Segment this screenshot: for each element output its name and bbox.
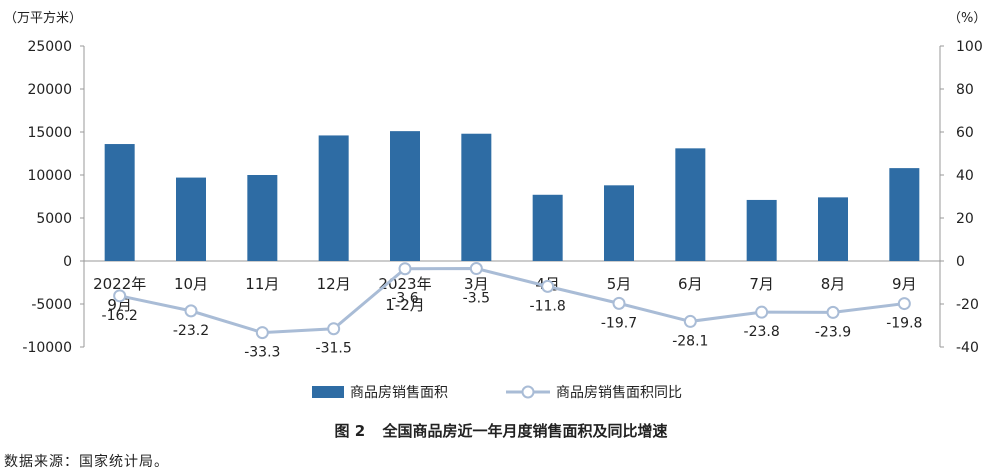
left-tick-label: -5000	[31, 297, 72, 313]
left-axis-unit-label: （万平方米）	[4, 10, 82, 26]
right-tick-label: 0	[956, 254, 965, 270]
category-label: 3月	[464, 275, 489, 293]
bar	[675, 148, 706, 261]
right-tick-label: 100	[956, 39, 983, 55]
line-point	[755, 305, 769, 319]
data-label: -11.8	[530, 298, 566, 314]
line-point	[683, 314, 697, 328]
line-point	[255, 326, 269, 340]
line-point	[612, 296, 626, 310]
figure-caption: 图 2 全国商品房近一年月度销售面积及同比增速	[0, 420, 1002, 441]
category-label: 2022年	[93, 275, 146, 293]
bar	[461, 133, 492, 261]
bar-series	[104, 131, 920, 261]
line-series: -16.2 -23.2 -33.3 -31.5 -3.6 -3.5 -11.8 -19.7 -2…	[102, 262, 922, 361]
bar	[889, 168, 920, 261]
category-label: 9月	[892, 275, 917, 293]
category-label: 8月	[821, 275, 846, 293]
left-tick-label: -10000	[22, 340, 72, 356]
left-tick-label: 5000	[36, 211, 72, 227]
bar	[604, 185, 634, 261]
data-label: -28.1	[672, 333, 708, 349]
line-point	[897, 297, 911, 311]
chart-svg: （万平方米） （%） 25000 100 20000 80 15000 60 10000 40…	[4, 10, 986, 401]
data-label: -19.8	[886, 316, 922, 332]
line-point	[826, 305, 840, 319]
data-label: -23.2	[173, 323, 209, 339]
data-label: -33.3	[244, 345, 280, 361]
bar	[104, 144, 135, 261]
left-tick-label: 20000	[27, 82, 72, 98]
right-tick-label: 40	[956, 168, 974, 184]
left-tick-label: 10000	[27, 168, 72, 184]
right-tick-label: 60	[956, 125, 974, 141]
left-tick-label: 15000	[27, 125, 72, 141]
bar	[390, 131, 420, 261]
category-label: 9月	[107, 296, 132, 314]
legend-bar-label: 商品房销售面积	[350, 385, 448, 401]
line-point	[184, 304, 198, 318]
line-point	[398, 262, 412, 276]
bar	[318, 135, 349, 261]
figure-number: 图 2	[334, 422, 366, 440]
line-point	[541, 279, 555, 293]
bar	[746, 199, 777, 261]
bar	[818, 197, 848, 261]
line-point	[327, 322, 341, 336]
bar	[176, 177, 206, 261]
data-label: -19.7	[601, 315, 637, 331]
data-label: -16.2	[102, 308, 138, 324]
category-label: 7月	[749, 275, 774, 293]
legend-bar-swatch	[312, 386, 344, 398]
bar	[532, 194, 563, 261]
source-note: 数据来源：国家统计局。	[4, 454, 169, 470]
category-label: 11月	[245, 275, 279, 293]
legend-line-label: 商品房销售面积同比	[556, 385, 682, 401]
category-label: 5月	[607, 275, 632, 293]
right-tick-label: -20	[956, 297, 979, 313]
line-point	[469, 262, 483, 276]
data-label: -3.6	[391, 291, 418, 307]
right-tick-label: 80	[956, 82, 974, 98]
category-label: 6月	[678, 275, 703, 293]
right-axis-unit-label: （%）	[948, 11, 986, 26]
right-tick-label: 20	[956, 211, 974, 227]
data-label: -23.8	[744, 324, 780, 340]
series-line	[119, 267, 905, 335]
data-label: -3.5	[463, 291, 490, 307]
line-point	[113, 289, 127, 303]
figure-title: 全国商品房近一年月度销售面积及同比增速	[382, 422, 668, 440]
data-label: -31.5	[316, 341, 352, 357]
category-label: 12月	[317, 275, 351, 293]
legend: 商品房销售面积 商品房销售面积同比	[312, 385, 682, 401]
legend-line-marker	[521, 385, 535, 399]
category-label: 10月	[174, 275, 208, 293]
axis-ticks: 25000 100 20000 80 15000 60 10000 40 5000 20 0 0 -50…	[22, 39, 982, 356]
category-label: 1-2月	[385, 296, 425, 314]
bar	[247, 175, 278, 261]
left-tick-label: 0	[63, 254, 72, 270]
left-tick-label: 25000	[27, 39, 72, 55]
right-tick-label: -40	[956, 340, 979, 356]
data-label: -23.9	[815, 324, 851, 340]
